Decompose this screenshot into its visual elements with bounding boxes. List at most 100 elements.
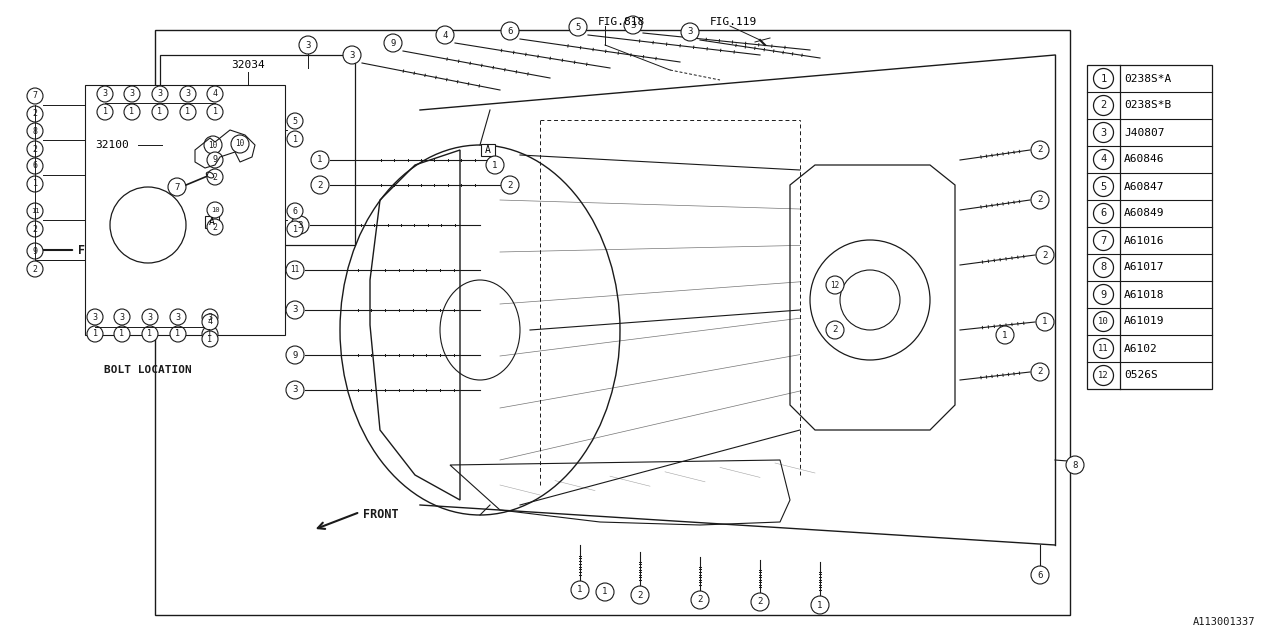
Text: 11: 11 — [31, 208, 40, 214]
Circle shape — [1093, 339, 1114, 358]
Circle shape — [27, 141, 44, 157]
Text: 3: 3 — [147, 312, 152, 321]
Text: A61019: A61019 — [1124, 317, 1165, 326]
Bar — [155, 30, 1070, 615]
Text: 1: 1 — [1002, 330, 1007, 339]
Circle shape — [1093, 204, 1114, 223]
Circle shape — [996, 326, 1014, 344]
Circle shape — [571, 581, 589, 599]
Text: 2: 2 — [1042, 250, 1048, 259]
Text: A: A — [485, 145, 492, 155]
Text: 1: 1 — [119, 330, 124, 339]
Circle shape — [343, 46, 361, 64]
Text: 1: 1 — [32, 179, 37, 189]
Text: 2: 2 — [1037, 367, 1043, 376]
Text: 2: 2 — [32, 145, 37, 154]
Text: 1: 1 — [157, 108, 163, 116]
Text: 2: 2 — [698, 595, 703, 605]
Circle shape — [1093, 285, 1114, 305]
Circle shape — [500, 176, 518, 194]
Text: 2: 2 — [317, 180, 323, 189]
Circle shape — [114, 326, 131, 342]
Text: 9: 9 — [1101, 289, 1107, 300]
Circle shape — [596, 583, 614, 601]
Text: 2: 2 — [832, 326, 837, 335]
Circle shape — [202, 331, 218, 347]
Text: 6: 6 — [293, 207, 297, 216]
Bar — [205, 216, 219, 228]
Circle shape — [1066, 456, 1084, 474]
Circle shape — [207, 104, 223, 120]
Circle shape — [826, 276, 844, 294]
Circle shape — [631, 586, 649, 604]
Text: 6: 6 — [1101, 209, 1107, 218]
Text: 9: 9 — [292, 351, 298, 360]
Text: 9: 9 — [32, 246, 37, 255]
Text: 7: 7 — [32, 92, 37, 100]
Circle shape — [1093, 95, 1114, 115]
Circle shape — [287, 113, 303, 129]
Circle shape — [168, 178, 186, 196]
Circle shape — [97, 86, 113, 102]
Text: 12: 12 — [831, 280, 840, 289]
Circle shape — [27, 106, 44, 122]
Circle shape — [300, 36, 317, 54]
Circle shape — [681, 23, 699, 41]
Text: 12: 12 — [1098, 371, 1108, 380]
Text: 1: 1 — [1101, 74, 1107, 83]
Circle shape — [110, 187, 186, 263]
Text: 2: 2 — [507, 180, 513, 189]
Text: 8: 8 — [1073, 461, 1078, 470]
Circle shape — [87, 309, 102, 325]
Circle shape — [1093, 150, 1114, 170]
Text: A: A — [209, 217, 215, 227]
Text: A6102: A6102 — [1124, 344, 1157, 353]
Text: 1: 1 — [818, 600, 823, 609]
Text: 3: 3 — [157, 90, 163, 99]
Circle shape — [285, 261, 305, 279]
Text: 3: 3 — [630, 20, 636, 29]
Text: 2: 2 — [212, 223, 218, 232]
Circle shape — [170, 326, 186, 342]
Circle shape — [207, 86, 223, 102]
Text: 3: 3 — [306, 40, 311, 49]
Text: 1: 1 — [186, 108, 191, 116]
Text: 3: 3 — [207, 312, 212, 321]
Bar — [481, 144, 495, 156]
Circle shape — [170, 309, 186, 325]
Circle shape — [1030, 566, 1050, 584]
Circle shape — [570, 18, 588, 36]
Circle shape — [230, 135, 250, 153]
Bar — [84, 85, 285, 335]
Text: 7: 7 — [174, 182, 179, 191]
Circle shape — [114, 309, 131, 325]
Circle shape — [1093, 122, 1114, 143]
Circle shape — [27, 158, 44, 174]
Text: 6: 6 — [1037, 570, 1043, 579]
Circle shape — [27, 88, 44, 104]
Circle shape — [1030, 141, 1050, 159]
Text: 2: 2 — [212, 173, 218, 182]
Text: 8: 8 — [1101, 262, 1107, 273]
Text: FIG.119: FIG.119 — [710, 17, 758, 27]
Circle shape — [1030, 191, 1050, 209]
Circle shape — [384, 34, 402, 52]
Circle shape — [202, 314, 218, 330]
Circle shape — [285, 301, 305, 319]
Circle shape — [27, 261, 44, 277]
Text: 3: 3 — [186, 90, 191, 99]
Text: 8: 8 — [32, 127, 37, 136]
Text: A60847: A60847 — [1124, 182, 1165, 191]
Text: 2: 2 — [32, 264, 37, 273]
Text: 2: 2 — [1037, 145, 1043, 154]
Text: 6: 6 — [507, 26, 513, 35]
Text: 1: 1 — [493, 161, 498, 170]
Text: 1: 1 — [175, 330, 180, 339]
Text: 5: 5 — [1101, 182, 1107, 191]
Circle shape — [1093, 230, 1114, 250]
Text: 4: 4 — [212, 90, 218, 99]
Text: 2: 2 — [637, 591, 643, 600]
Text: 2: 2 — [1101, 100, 1107, 111]
Text: 3: 3 — [119, 312, 124, 321]
Text: 1: 1 — [293, 225, 297, 234]
